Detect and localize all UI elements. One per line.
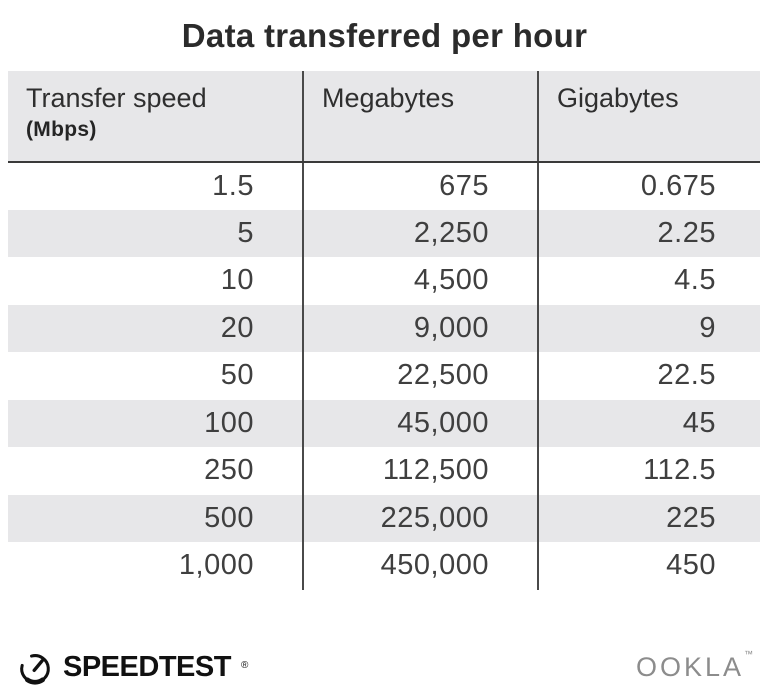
footer: SPEEDTEST ® OOKLA™ <box>0 648 769 686</box>
table-row: 100 45,000 45 <box>8 399 760 447</box>
cell-megabytes: 22,500 <box>303 352 539 400</box>
cell-gigabytes: 4.5 <box>674 264 716 297</box>
speedtest-logo: SPEEDTEST ® <box>16 648 249 686</box>
table-row: 20 9,000 9 <box>8 304 760 352</box>
registered-mark: ® <box>240 659 249 671</box>
cell-gigabytes: 450 <box>666 549 716 582</box>
cell-megabytes: 45,000 <box>303 399 539 447</box>
trademark-mark: ™ <box>744 648 753 659</box>
cell-gigabytes: 2.25 <box>657 216 716 249</box>
cell-gigabytes: 112.5 <box>643 454 716 487</box>
cell-gigabytes: 22.5 <box>657 359 716 392</box>
table-row: 10 4,500 4.5 <box>8 257 760 305</box>
speedtest-gauge-icon <box>20 654 50 685</box>
cell-gigabytes: 225 <box>666 501 716 534</box>
cell-transfer-speed: 1.5 <box>8 162 304 210</box>
cell-transfer-speed: 50 <box>8 352 304 400</box>
table-row: 500 225,000 225 <box>8 494 760 542</box>
table-header-row: Transfer speed (Mbps) Megabytes Gigabyte… <box>8 71 760 163</box>
table-row: 50 22,500 22.5 <box>8 352 760 400</box>
header-label-transfer-speed: Transfer speed <box>26 83 207 113</box>
header-cell-megabytes: Megabytes <box>303 71 539 163</box>
cell-megabytes: 2,250 <box>303 209 539 257</box>
header-cell-gigabytes: Gigabytes <box>538 71 760 163</box>
header-cell-transfer-speed: Transfer speed (Mbps) <box>8 71 304 163</box>
cell-megabytes: 675 <box>303 162 539 210</box>
table-row: 5 2,250 2.25 <box>8 209 760 257</box>
table-row: 1,000 450,000 450 <box>8 542 760 590</box>
cell-megabytes: 450,000 <box>303 542 539 590</box>
data-table: Transfer speed (Mbps) Megabytes Gigabyte… <box>8 71 760 590</box>
cell-transfer-speed: 100 <box>8 399 304 447</box>
cell-megabytes: 9,000 <box>303 304 539 352</box>
header-sublabel-mbps: (Mbps) <box>26 118 97 141</box>
page-title: Data transferred per hour <box>181 17 588 54</box>
table-body: 1.5 675 0.675 5 2,250 2.25 10 4,500 4.5 20 9,000 9 5… <box>8 162 760 590</box>
cell-transfer-speed: 20 <box>8 304 304 352</box>
header-label-gigabytes: Gigabytes <box>557 83 679 113</box>
cell-transfer-speed: 5 <box>8 209 304 257</box>
table-row: 1.5 675 0.675 <box>8 162 760 210</box>
cell-transfer-speed: 250 <box>8 447 304 495</box>
ookla-wordmark: OOKLA <box>635 651 744 682</box>
cell-gigabytes: 9 <box>699 311 716 344</box>
cell-gigabytes: 45 <box>682 406 716 439</box>
cell-megabytes: 4,500 <box>303 257 539 305</box>
cell-megabytes: 225,000 <box>303 494 539 542</box>
cell-transfer-speed: 1,000 <box>8 542 304 590</box>
table-row: 250 112,500 112.5 <box>8 447 760 495</box>
cell-transfer-speed: 500 <box>8 494 304 542</box>
cell-transfer-speed: 10 <box>8 257 304 305</box>
ookla-logo: OOKLA™ <box>635 648 753 683</box>
cell-gigabytes: 0.675 <box>640 169 716 202</box>
header-label-megabytes: Megabytes <box>322 83 455 113</box>
cell-megabytes: 112,500 <box>303 447 539 495</box>
speedtest-wordmark: SPEEDTEST <box>63 650 231 683</box>
